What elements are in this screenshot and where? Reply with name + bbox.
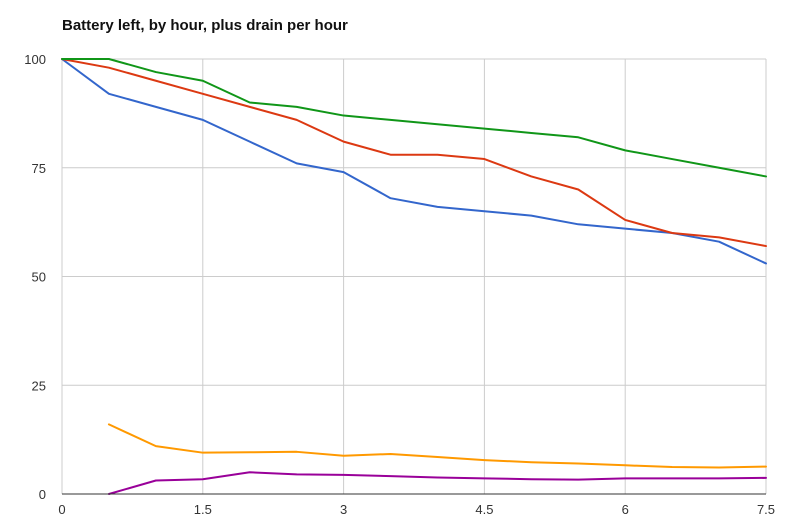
x-tick-label-1: 1.5: [194, 502, 212, 517]
y-tick-label-0: 0: [39, 487, 46, 502]
series-line-1: [61, 58, 767, 248]
series-line-0: [61, 58, 767, 265]
y-tick-label-3: 75: [32, 161, 46, 176]
x-tick-label-0: 0: [58, 502, 65, 517]
x-tick-label-2: 3: [340, 502, 347, 517]
x-tick-label-3: 4.5: [475, 502, 493, 517]
y-tick-label-1: 25: [32, 378, 46, 393]
x-tick-label-5: 7.5: [757, 502, 775, 517]
series-line-2: [61, 58, 767, 178]
chart-title: Battery left, by hour, plus drain per ho…: [62, 17, 348, 34]
x-tick-label-4: 6: [622, 502, 629, 517]
series-line-4: [107, 471, 767, 495]
y-tick-label-2: 50: [32, 270, 46, 285]
series-line-3: [107, 423, 767, 469]
y-tick-label-4: 100: [24, 52, 46, 67]
